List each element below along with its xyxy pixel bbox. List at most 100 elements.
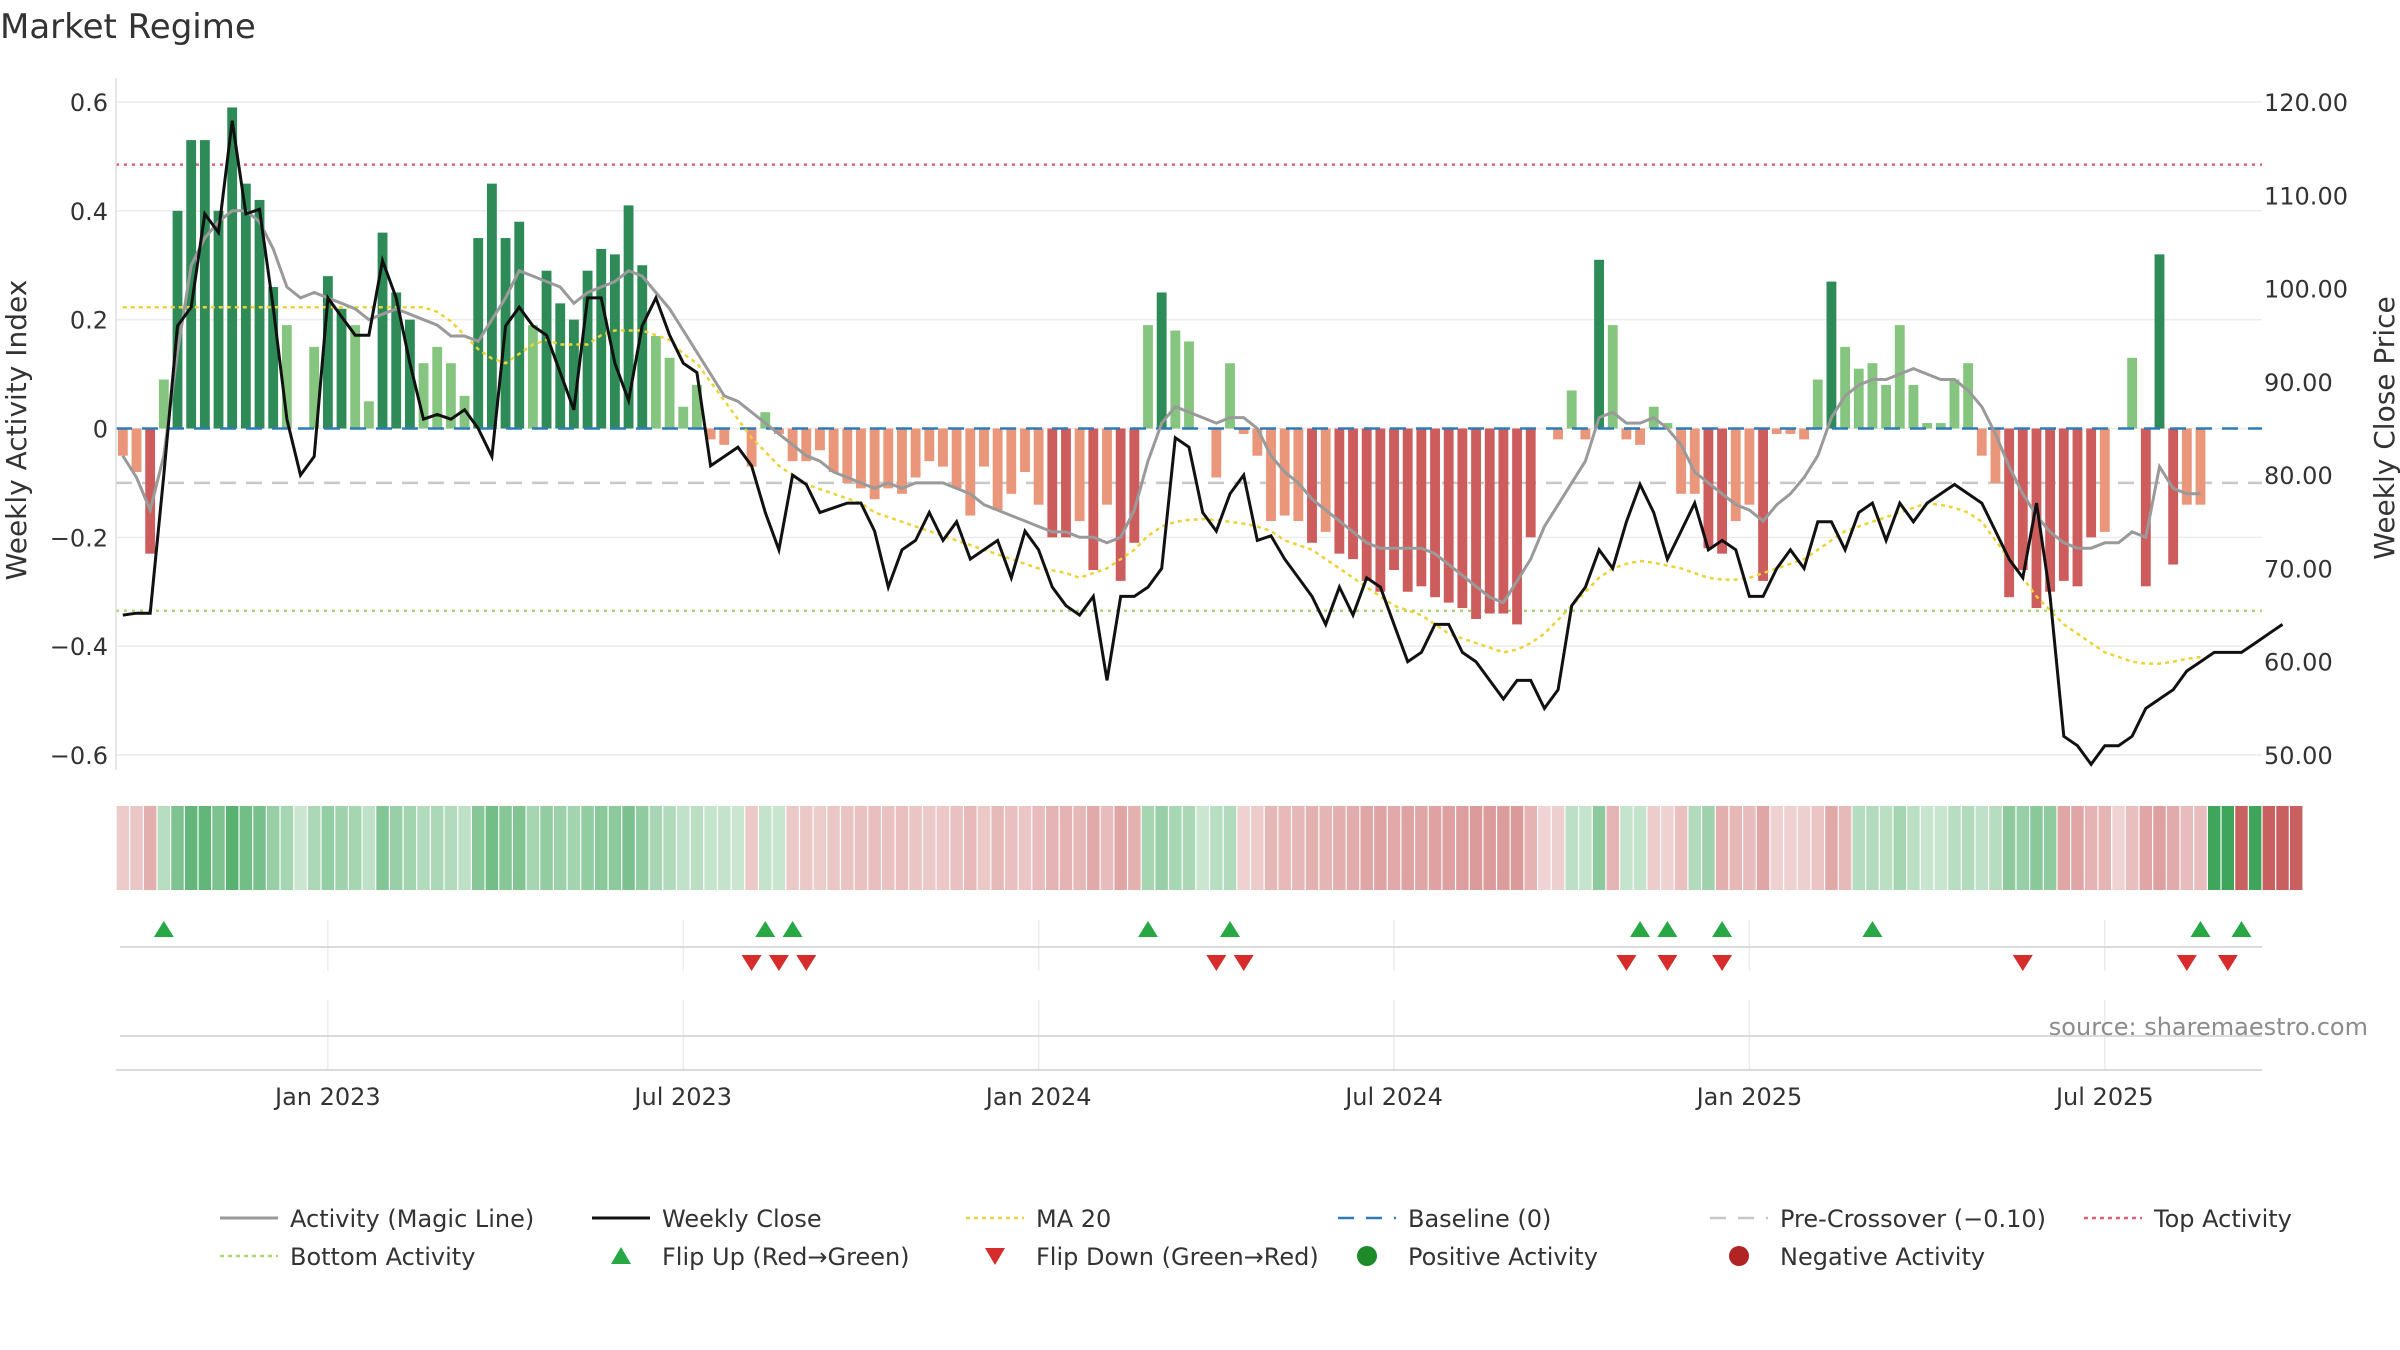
flip-down-marker — [2012, 955, 2033, 971]
regime-cell — [1237, 806, 1250, 890]
right-tick-label: 50.00 — [2264, 742, 2333, 770]
activity-bar — [2181, 428, 2192, 505]
regime-cell — [1702, 806, 1715, 890]
activity-bar — [1020, 428, 1030, 473]
flip-up-marker — [1630, 921, 1651, 937]
regime-cell — [294, 806, 307, 890]
regime-cell — [1784, 806, 1797, 890]
legend-label: Pre-Crossover (−0.10) — [1780, 1205, 2046, 1233]
activity-bar — [1621, 428, 1632, 440]
activity-bar — [1129, 428, 1140, 543]
regime-cell — [1333, 806, 1346, 890]
regime-cell — [649, 806, 663, 890]
regime-cell — [2084, 806, 2098, 890]
activity-bar — [1430, 428, 1440, 598]
flip-up-marker — [1137, 921, 1158, 937]
activity-bar — [363, 401, 374, 429]
activity-bar — [1840, 346, 1851, 429]
activity-bar — [1033, 428, 1044, 505]
regime-cell — [2139, 806, 2153, 890]
legend-label: Flip Down (Green→Red) — [1036, 1243, 1319, 1271]
legend-label: Baseline (0) — [1408, 1205, 1551, 1233]
activity-bar — [2072, 428, 2083, 587]
flip-up-marker — [1862, 921, 1883, 937]
legend-label: Bottom Activity — [290, 1243, 475, 1271]
activity-bar — [1088, 428, 1099, 570]
legend-item: Top Activity — [2084, 1205, 2292, 1233]
regime-cell — [731, 806, 745, 890]
right-tick-label: 60.00 — [2264, 649, 2333, 677]
activity-bar — [1730, 428, 1741, 522]
regime-cell — [1674, 806, 1688, 890]
legend-item: Pre-Crossover (−0.10) — [1710, 1205, 2046, 1233]
activity-bar — [582, 270, 593, 429]
regime-cell — [1770, 806, 1783, 890]
left-tick-label: −0.2 — [50, 524, 108, 552]
regime-cell — [1920, 806, 1934, 890]
regime-cell — [1538, 806, 1551, 890]
regime-cell — [1005, 806, 1018, 890]
regime-cell — [690, 806, 704, 890]
activity-bar — [213, 210, 224, 429]
regime-cell — [266, 806, 280, 890]
regime-cell — [499, 806, 512, 890]
flip-down-marker — [1206, 955, 1227, 971]
activity-bar — [664, 357, 675, 429]
activity-bar — [938, 428, 948, 467]
activity-bar — [2168, 428, 2179, 565]
regime-cell — [2153, 806, 2166, 890]
regime-cell — [471, 806, 485, 890]
legend-swatch — [1357, 1246, 1377, 1266]
regime-cell — [1319, 806, 1332, 890]
activity-bar — [2004, 428, 2015, 598]
regime-cell — [1169, 806, 1182, 890]
activity-bar — [760, 412, 771, 429]
activity-bar — [1867, 363, 1878, 429]
activity-bar — [596, 248, 607, 429]
flip-up-marker — [2231, 921, 2252, 937]
regime-cell — [143, 806, 157, 890]
regime-cell — [1661, 806, 1674, 890]
regime-cell — [1360, 806, 1373, 890]
activity-bar — [336, 308, 347, 429]
activity-bar — [1826, 281, 1837, 429]
left-tick-label: 0.4 — [70, 198, 108, 226]
activity-bar — [117, 428, 128, 456]
flip-down-marker — [1712, 955, 1733, 971]
activity-bar — [1881, 384, 1892, 429]
activity-bar — [1976, 428, 1987, 456]
activity-bars — [116, 107, 2262, 625]
flip-down-marker — [741, 955, 762, 971]
regime-cell — [171, 806, 184, 890]
regime-cell — [2221, 806, 2235, 890]
activity-bar — [1689, 428, 1700, 494]
activity-bar — [418, 363, 429, 429]
regime-cell — [841, 806, 854, 890]
regime-cell — [567, 806, 581, 890]
activity-bar — [1061, 428, 1071, 538]
regime-cell — [608, 806, 622, 890]
regime-cell — [1456, 806, 1469, 890]
regime-cell — [1223, 806, 1237, 890]
activity-bar — [1676, 428, 1686, 494]
regime-cell — [1893, 806, 1907, 890]
activity-bar — [1334, 428, 1345, 554]
activity-bar — [1594, 259, 1604, 429]
flip-up-marker — [1657, 921, 1678, 937]
regime-cell — [2262, 806, 2276, 890]
activity-bar — [1812, 379, 1823, 429]
left-tick-label: −0.4 — [50, 633, 108, 661]
activity-bar — [254, 199, 265, 429]
regime-cell — [430, 806, 444, 890]
regime-cell — [1483, 806, 1496, 890]
regime-cell — [1989, 806, 2002, 890]
legend-label: Negative Activity — [1780, 1243, 1985, 1271]
regime-cell — [1428, 806, 1442, 890]
regime-cell — [403, 806, 417, 890]
activity-bar — [1389, 428, 1399, 570]
activity-bar — [1307, 428, 1317, 543]
activity-bar — [2086, 428, 2097, 538]
activity-bar — [404, 319, 415, 429]
activity-bar — [1115, 428, 1126, 581]
